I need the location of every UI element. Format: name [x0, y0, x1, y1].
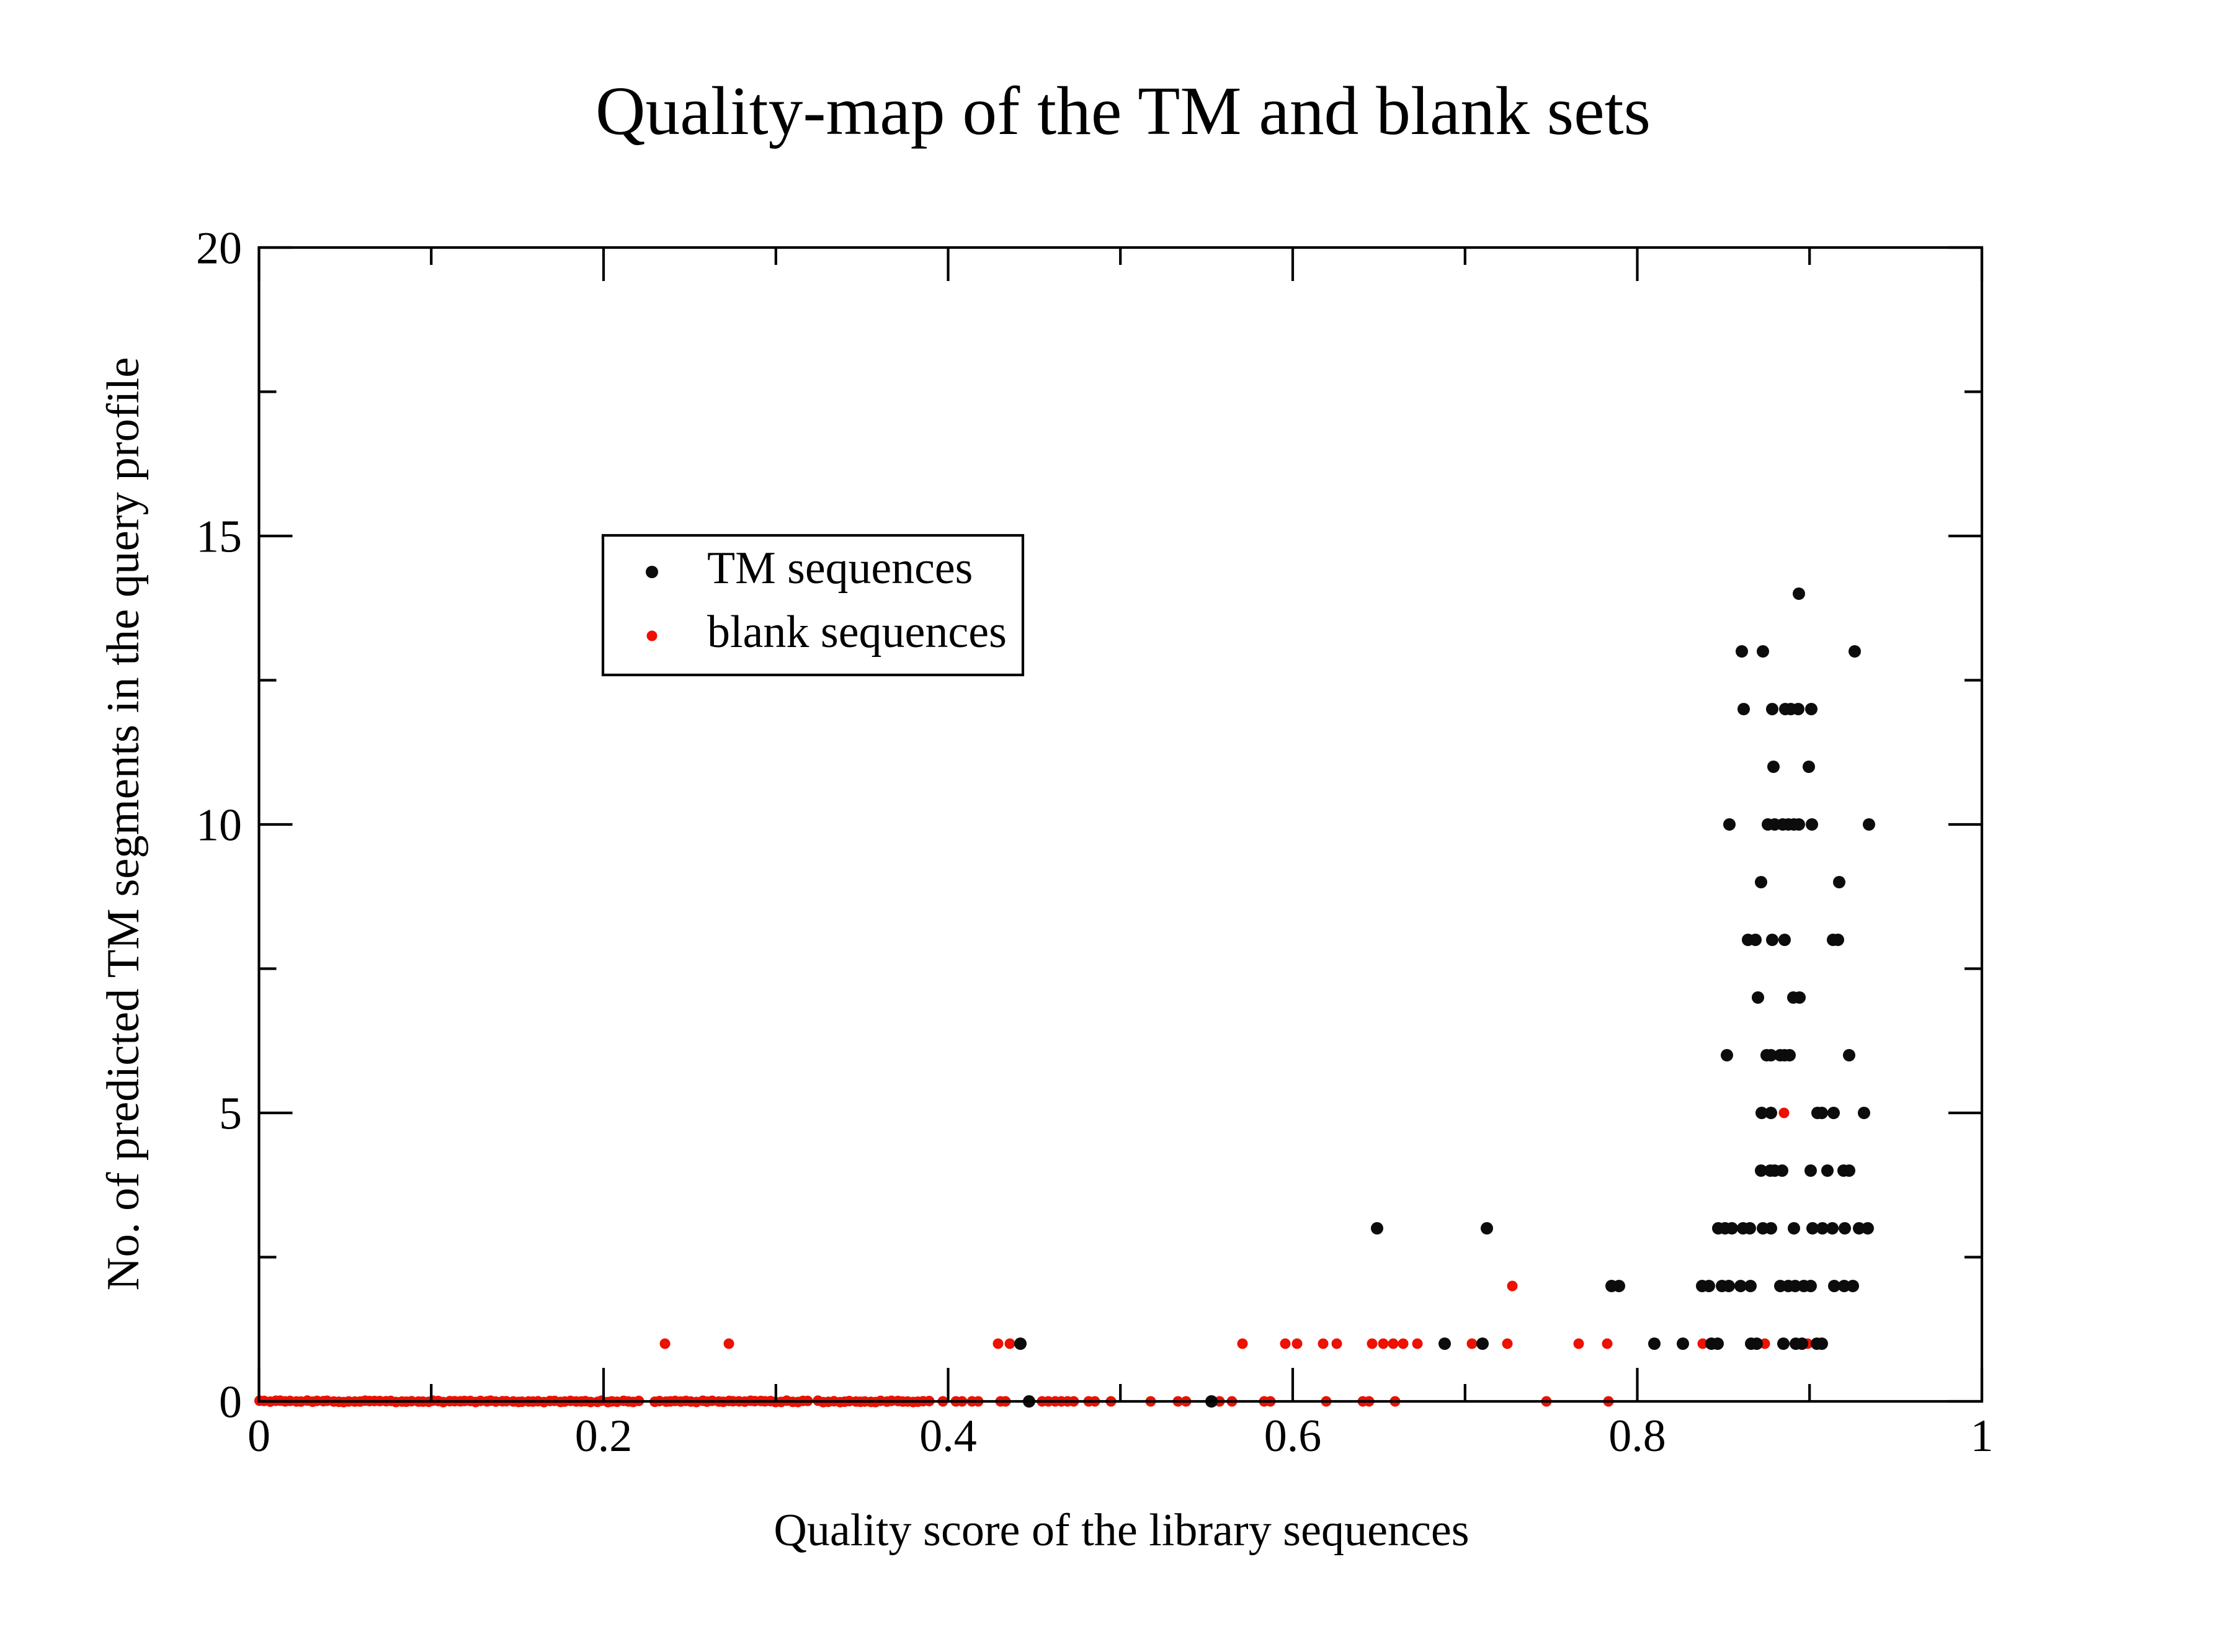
svg-text:0.8: 0.8 [1608, 1411, 1666, 1462]
svg-text:10: 10 [196, 800, 242, 851]
svg-text:Quality-map of the TM and blan: Quality-map of the TM and blank sets [595, 73, 1651, 150]
svg-text:0.2: 0.2 [575, 1411, 633, 1462]
svg-text:No. of predicted TM segments i: No. of predicted TM segments in the quer… [98, 357, 149, 1291]
svg-text:0.4: 0.4 [919, 1411, 977, 1462]
svg-text:Quality score of the library s: Quality score of the library sequences [774, 1505, 1469, 1556]
svg-text:0: 0 [248, 1411, 270, 1462]
svg-text:5: 5 [219, 1089, 242, 1140]
svg-text:0.6: 0.6 [1264, 1411, 1322, 1462]
svg-text:1: 1 [1971, 1411, 1994, 1462]
svg-text:TM sequences: TM sequences [707, 542, 973, 593]
svg-text:blank sequences: blank sequences [707, 607, 1007, 658]
svg-text:15: 15 [196, 512, 242, 563]
svg-text:0: 0 [219, 1377, 242, 1428]
svg-text:20: 20 [196, 223, 242, 274]
